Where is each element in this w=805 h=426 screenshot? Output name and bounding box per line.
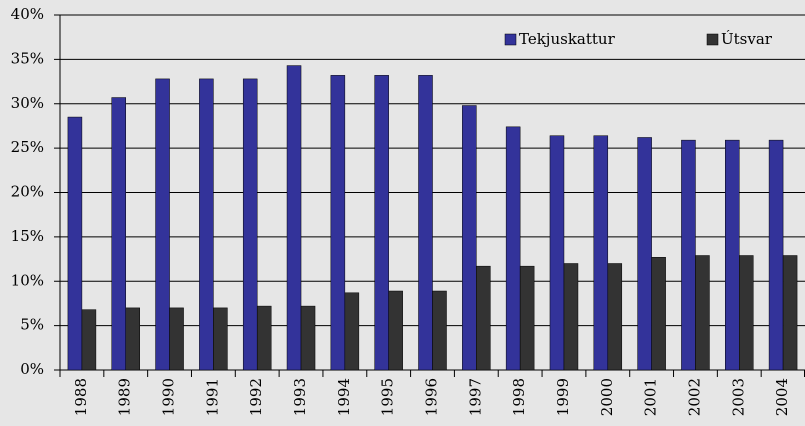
y-tick-label: 40% [11,5,44,23]
y-tick-label: 20% [11,183,44,201]
bar [549,135,565,371]
x-tick-label: 2003 [729,378,747,416]
bar [67,116,83,371]
x-tick-label: 2000 [598,378,616,416]
bar [432,290,447,371]
y-tick-label: 0% [20,360,44,378]
y-tick-label: 5% [20,316,44,334]
legend-label: Útsvar [721,30,773,48]
bar [418,75,433,371]
bar [462,105,477,371]
bar [256,305,272,371]
bar [607,263,623,371]
bar [637,137,652,371]
bar [199,78,214,371]
bar [286,65,302,371]
bar [593,135,609,371]
y-tick-label: 10% [11,271,44,289]
x-tick-label: 1998 [510,378,528,416]
x-tick-label: 1999 [554,378,572,416]
bar [725,139,740,371]
bar [155,78,170,371]
legend-swatch [504,33,517,46]
legend-swatch [706,33,719,46]
x-tick-label: 1990 [160,378,178,416]
bar [213,307,228,371]
legend-label: Tekjuskattur [519,30,616,48]
x-tick-label: 1997 [466,378,484,416]
x-tick-label: 1994 [335,378,353,416]
bar [242,78,258,371]
bar [519,265,535,371]
x-tick-label: 1992 [247,378,265,416]
x-tick-label: 2002 [685,378,703,416]
bar [681,139,696,371]
bar [782,255,798,371]
x-tick-label: 1996 [423,378,441,416]
bar [563,263,579,371]
bar [768,139,784,371]
bar [125,307,140,371]
x-tick-label: 2001 [642,378,660,416]
x-tick-label: 1988 [72,378,90,416]
bar [388,290,403,371]
bar [111,97,126,371]
y-tick-label: 35% [11,49,44,67]
y-tick-label: 15% [11,227,44,245]
y-tick-label: 30% [11,94,44,112]
y-tick-label: 25% [11,138,44,156]
x-tick-label: 1995 [379,378,397,416]
bar [169,307,184,371]
bar [330,75,346,371]
x-tick-label: 1991 [203,378,221,416]
bar [81,309,97,371]
bar [300,305,316,371]
bar [344,292,360,371]
bar [695,255,710,371]
bar [374,75,389,371]
bar [739,255,754,371]
x-tick-label: 2004 [773,378,791,416]
bar [505,126,521,371]
bar [651,257,666,371]
x-tick-label: 1989 [116,378,134,416]
x-tick-label: 1993 [291,378,309,416]
bar [476,265,491,371]
